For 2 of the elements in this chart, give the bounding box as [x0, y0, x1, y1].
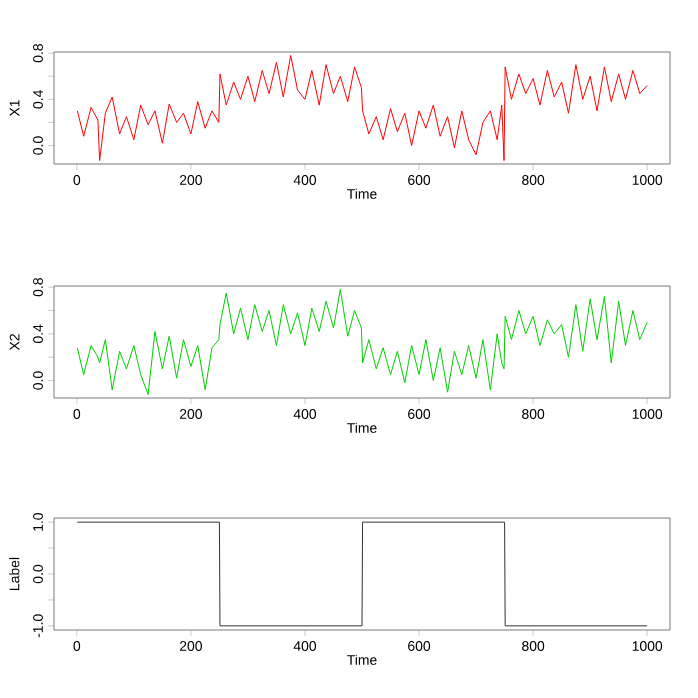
line-series [76, 54, 648, 162]
line-series [76, 289, 648, 395]
